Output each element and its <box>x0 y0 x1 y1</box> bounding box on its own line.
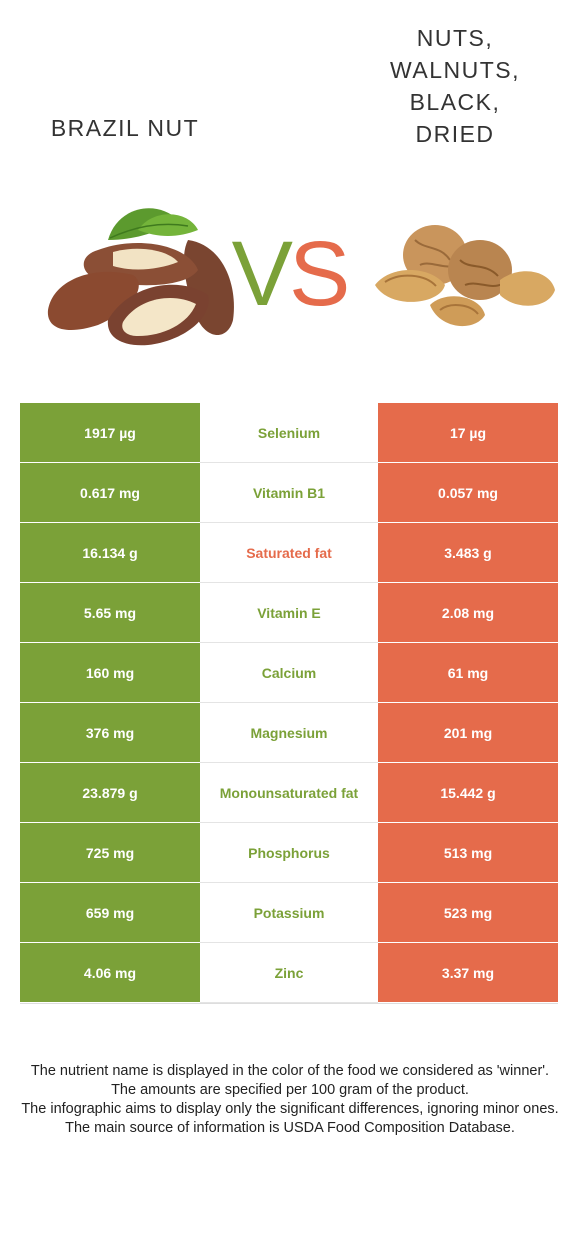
left-value: 23.879 g <box>20 763 200 823</box>
right-value: 17 µg <box>378 403 558 463</box>
nutrient-name: Magnesium <box>200 703 378 763</box>
nutrient-name: Zinc <box>200 943 378 1003</box>
right-value: 61 mg <box>378 643 558 703</box>
vs-v: V <box>231 223 293 325</box>
table-row: 23.879 g Monounsaturated fat 15.442 g <box>20 763 558 823</box>
nutrient-name: Monounsaturated fat <box>200 763 378 823</box>
left-food-title: Brazil nut <box>50 115 200 141</box>
left-value: 376 mg <box>20 703 200 763</box>
right-value: 513 mg <box>378 823 558 883</box>
nutrient-name: Vitamin B1 <box>200 463 378 523</box>
vs-s: S <box>289 223 350 325</box>
left-value: 16.134 g <box>20 523 200 583</box>
left-value: 725 mg <box>20 823 200 883</box>
nutrient-name: Phosphorus <box>200 823 378 883</box>
table-row: 4.06 mg Zinc 3.37 mg <box>20 943 558 1003</box>
nutrient-comparison-table: 1917 µg Selenium 17 µg 0.617 mg Vitamin B1 0.… <box>20 403 558 1004</box>
table-row: 376 mg Magnesium 201 mg <box>20 703 558 763</box>
right-value: 3.37 mg <box>378 943 558 1003</box>
right-value: 0.057 mg <box>378 463 558 523</box>
left-value: 160 mg <box>20 643 200 703</box>
nutrient-name: Vitamin E <box>200 583 378 643</box>
left-value: 1917 µg <box>20 403 200 463</box>
right-value: 523 mg <box>378 883 558 943</box>
left-value: 5.65 mg <box>20 583 200 643</box>
table-row: 0.617 mg Vitamin B1 0.057 mg <box>20 463 558 523</box>
table-row: 160 mg Calcium 61 mg <box>20 643 558 703</box>
footnotes: The nutrient name is displayed in the co… <box>20 1062 560 1138</box>
table-row: 16.134 g Saturated fat 3.483 g <box>20 523 558 583</box>
nutrient-name: Saturated fat <box>200 523 378 583</box>
left-value: 0.617 mg <box>20 463 200 523</box>
left-value: 4.06 mg <box>20 943 200 1003</box>
note-winner: The nutrient name is displayed in the co… <box>30 1063 550 1079</box>
table-row: 5.65 mg Vitamin E 2.08 mg <box>20 583 558 643</box>
table-row: 725 mg Phosphorus 513 mg <box>20 823 558 883</box>
right-food-title: Nuts, walnuts, black, dried <box>390 25 520 147</box>
table-row: 659 mg Potassium 523 mg <box>20 883 558 943</box>
table-row: 1917 µg Selenium 17 µg <box>20 403 558 463</box>
note-amounts: The amounts are specified per 100 gram o… <box>111 1082 469 1098</box>
right-value: 2.08 mg <box>378 583 558 643</box>
right-value: 3.483 g <box>378 523 558 583</box>
nutrient-name: Selenium <box>200 403 378 463</box>
right-value: 15.442 g <box>378 763 558 823</box>
note-source: The main source of information is USDA F… <box>65 1120 515 1136</box>
nutrient-name: Calcium <box>200 643 378 703</box>
nutrient-name: Potassium <box>200 883 378 943</box>
walnut-image <box>370 210 560 340</box>
left-value: 659 mg <box>20 883 200 943</box>
right-value: 201 mg <box>378 703 558 763</box>
note-differences: The infographic aims to display only the… <box>21 1101 559 1117</box>
brazil-nut-image <box>38 200 244 350</box>
